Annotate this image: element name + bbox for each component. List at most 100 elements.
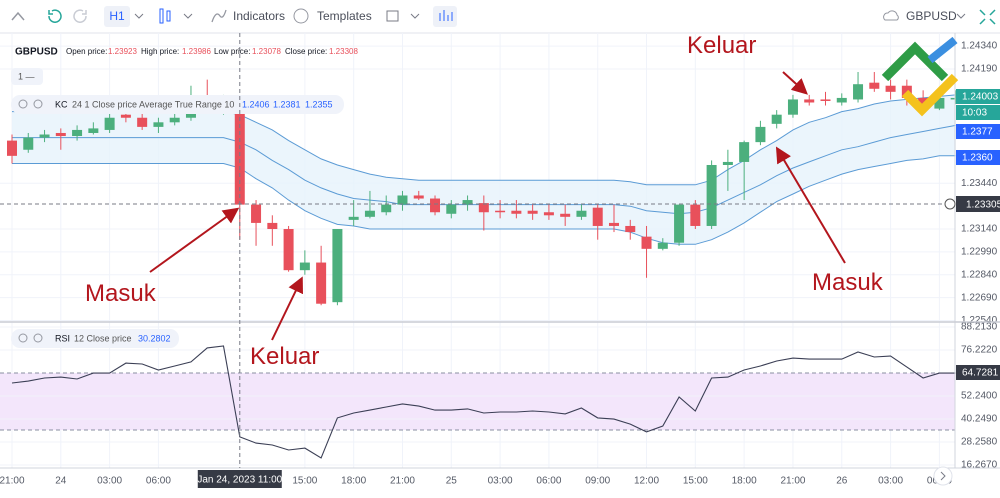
crosshair-price-box — [956, 196, 1000, 212]
candle-body — [511, 210, 522, 214]
rsi-params: 12 Close price — [74, 333, 132, 343]
y-tick-label: 1.24190 — [961, 64, 998, 75]
templates-icon[interactable] — [293, 8, 309, 24]
candle-body — [690, 204, 701, 226]
x-tick-label: 03:00 — [878, 476, 903, 487]
eye-icon[interactable] — [18, 333, 28, 343]
dropdown[interactable] — [134, 13, 144, 19]
dropdown[interactable] — [183, 13, 193, 19]
y-tick-label: 28.2580 — [961, 437, 998, 448]
candle-body — [495, 210, 506, 213]
cloud-icon[interactable] — [883, 10, 899, 21]
legend-symbol: GBPUSD — [15, 47, 58, 58]
y-tick-label: 1.22690 — [961, 292, 998, 303]
candle-body — [674, 204, 685, 243]
candle-body — [934, 97, 945, 109]
candle-body — [804, 99, 815, 103]
x-tick-label: 06:00 — [146, 476, 171, 487]
annotation-label: Keluar — [687, 32, 756, 59]
candle-body — [722, 161, 733, 165]
dropdown[interactable] — [410, 13, 420, 19]
candle-body — [478, 203, 489, 213]
indicators-icon[interactable] — [211, 9, 227, 23]
crosshair-time: Jan 24, 2023 11:00 — [197, 475, 282, 486]
x-tick-label: 18:00 — [341, 476, 366, 487]
y-tick-label: 52.2400 — [961, 391, 998, 402]
candle-body — [348, 216, 359, 220]
annotation-arrow — [782, 71, 808, 95]
candle-body — [137, 117, 148, 127]
crosshair-add — [944, 198, 956, 210]
x-tick-label: 09:00 — [585, 476, 610, 487]
symbol-button[interactable]: GBPUSD — [906, 9, 957, 23]
annotation-label: Masuk — [812, 269, 884, 296]
toolbar: H1 Indicators Templates GBPUSD — [0, 6, 1000, 34]
kc-value: 1.2381 — [273, 99, 301, 109]
candle-type-icon[interactable] — [159, 8, 164, 24]
settings-icon[interactable] — [33, 333, 43, 343]
logo-yellow — [901, 73, 959, 117]
eye-icon[interactable] — [18, 99, 28, 109]
candle-body — [397, 195, 408, 205]
candle-body — [820, 99, 831, 101]
candle-type-icon[interactable] — [166, 10, 171, 22]
kc-legend-box[interactable] — [11, 95, 344, 114]
candle-body — [104, 117, 115, 130]
price-badge — [956, 124, 1000, 139]
candle-body — [251, 204, 262, 223]
candle-body — [755, 126, 766, 143]
pane-label[interactable]: 1 — — [18, 71, 35, 81]
y-tick-label: 1.22840 — [961, 269, 998, 280]
candle-body — [430, 198, 441, 213]
plot-area: 21:00 24 03:00 06:00 15:00 18:00 21:00 25 03:00 0… — [0, 33, 998, 487]
scroll-button[interactable] — [933, 466, 953, 486]
candle-body — [657, 242, 668, 249]
x-tick-label: 12:00 — [634, 476, 659, 487]
x-tick-label: 24 — [55, 476, 67, 487]
candle-body — [771, 114, 782, 124]
candle-body — [739, 142, 750, 162]
kc-params: 24 1 Close price Average True Range 10 — [72, 99, 234, 109]
annotation-arrow — [271, 276, 303, 341]
candle-body — [413, 195, 424, 199]
candle-body — [560, 213, 571, 217]
collapse-icon[interactable] — [11, 11, 25, 21]
settings-icon[interactable] — [33, 99, 43, 109]
rsi-legend-box[interactable] — [11, 329, 179, 348]
undo-icon[interactable] — [48, 9, 62, 23]
candle-body — [267, 222, 278, 230]
candle-body — [381, 204, 392, 213]
candle-body — [316, 262, 327, 304]
y-tick-label: 88.2130 — [961, 322, 998, 333]
x-tick-label: 15:00 — [292, 476, 317, 487]
y-tick-label: 1.23140 — [961, 224, 998, 235]
compare-button[interactable] — [433, 6, 457, 27]
interval-button[interactable] — [104, 6, 130, 27]
x-tick-label: 18:00 — [732, 476, 757, 487]
compare-icon[interactable] — [439, 10, 453, 21]
x-tick-label: 15:00 — [683, 476, 708, 487]
indicators-button[interactable]: Indicators — [233, 9, 285, 23]
x-tick-label: 03:00 — [97, 476, 122, 487]
candle-body — [608, 222, 619, 226]
calendar-icon[interactable] — [386, 10, 399, 22]
x-tick-label: 25 — [446, 476, 458, 487]
x-tick-label: 21:00 — [390, 476, 415, 487]
annotation-arrow — [775, 146, 846, 264]
fullscreen-icon[interactable] — [979, 9, 996, 25]
templates-button[interactable]: Templates — [317, 9, 372, 23]
dropdown[interactable] — [956, 13, 966, 19]
candle-body — [120, 114, 131, 118]
candle-body — [153, 122, 164, 127]
main-legend: GBPUSD Open price: 1.23923 High price: 1… — [11, 47, 358, 348]
candle-body — [364, 210, 375, 217]
x-tick-label: 21:00 — [780, 476, 805, 487]
redo-icon[interactable] — [73, 9, 87, 23]
annotations: Keluar Masuk Keluar Masuk — [85, 32, 884, 370]
scroll-icon[interactable] — [940, 471, 946, 481]
legend-open-label: Open price: — [66, 47, 107, 56]
price-badge-text: 1.24003 — [962, 92, 999, 103]
interval[interactable]: H1 — [109, 9, 125, 23]
pane-toggle[interactable] — [11, 68, 43, 85]
candle-body — [88, 128, 99, 133]
